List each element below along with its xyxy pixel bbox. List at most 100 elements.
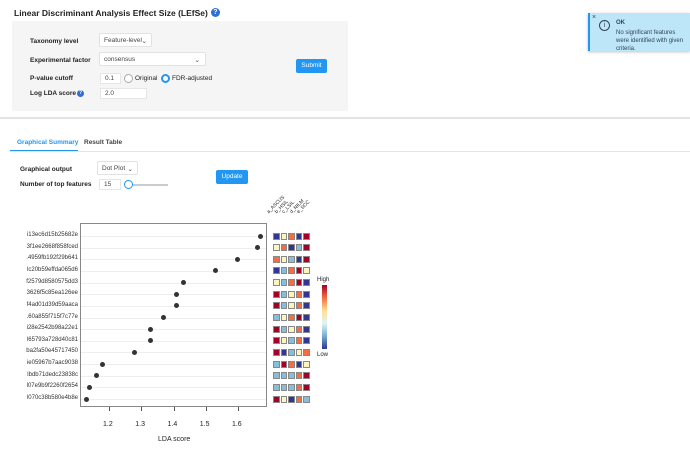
grid-line xyxy=(81,340,266,342)
data-point xyxy=(254,245,260,251)
divider xyxy=(0,117,690,119)
lda-input[interactable]: 2.0 xyxy=(100,88,147,99)
x-tick xyxy=(237,407,239,411)
heatmap-cell xyxy=(273,267,280,275)
heatmap-cell xyxy=(303,383,310,391)
grid-line xyxy=(81,259,266,261)
legend-high: High xyxy=(317,277,330,283)
heatmap-cell xyxy=(303,279,310,287)
heatmap-cell xyxy=(288,232,295,240)
help-icon[interactable]: ? xyxy=(77,90,84,97)
grid-line xyxy=(81,352,266,354)
x-tick xyxy=(205,407,207,411)
factor-select[interactable]: consensus ⌄ xyxy=(99,52,206,66)
output-value: Dot Plot xyxy=(102,165,126,172)
top-features-slider[interactable] xyxy=(125,184,168,186)
radio-original-label: Original xyxy=(135,75,158,82)
heatmap-cell xyxy=(295,232,303,240)
tab-result-table[interactable]: Result Table xyxy=(84,139,123,146)
heatmap-cell xyxy=(288,255,295,263)
heatmap-cell xyxy=(303,232,310,240)
close-icon[interactable]: × xyxy=(592,14,597,21)
heatmap-cell xyxy=(280,279,288,287)
heatmap-cell xyxy=(295,279,303,287)
data-point xyxy=(235,256,241,262)
heatmap-cell xyxy=(280,290,288,298)
heatmap-cell xyxy=(280,302,288,310)
heatmap-cell xyxy=(280,395,288,403)
heatmap-cell xyxy=(295,255,303,263)
taxonomy-label: Taxonomy level xyxy=(30,38,79,45)
feature-label: ie05967b7aac9038 xyxy=(26,360,78,367)
heatmap-cell xyxy=(295,383,303,391)
heatmap-cell xyxy=(273,290,280,298)
tab-graphical-summary[interactable]: Graphical Summary xyxy=(17,139,79,146)
data-point xyxy=(83,396,89,402)
data-point xyxy=(87,384,93,390)
feature-label: 3626f5c85ea126ee xyxy=(26,290,78,297)
heatmap-cell xyxy=(273,255,280,263)
submit-button[interactable]: Submit xyxy=(296,59,327,73)
color-scale-bar xyxy=(322,285,327,349)
feature-label: .60a855f715f7c77e xyxy=(26,313,78,320)
heatmap-cell xyxy=(303,302,310,310)
heatmap-cell xyxy=(303,244,310,252)
top-features-input[interactable]: 15 xyxy=(99,179,121,190)
feature-label: i28e2542b98a22e1 xyxy=(26,325,78,332)
heatmap-cell xyxy=(273,337,280,345)
feature-label: ba2fa50e45717450 xyxy=(26,348,78,355)
heatmap-cell xyxy=(288,244,295,252)
heatmap-cell xyxy=(295,244,303,252)
data-point xyxy=(212,268,218,274)
heatmap-cell xyxy=(288,325,295,333)
heatmap-cell xyxy=(280,232,288,240)
heatmap-cell xyxy=(295,302,303,310)
pvalue-input[interactable]: 0.1 xyxy=(100,73,121,84)
grid-line xyxy=(81,364,266,366)
radio-fdr[interactable] xyxy=(161,74,170,83)
heatmap-cell xyxy=(303,314,310,321)
heatmap-cell xyxy=(303,290,310,298)
output-select[interactable]: Dot Plot ⌄ xyxy=(97,161,138,175)
factor-value: consensus xyxy=(104,56,136,63)
heatmap-cell xyxy=(295,360,303,368)
heatmap-cell xyxy=(273,383,280,391)
heatmap-cell xyxy=(288,348,295,356)
feature-label: lc20b59effda065d6 xyxy=(27,266,78,273)
heatmap-cell xyxy=(288,314,295,321)
heatmap-cell xyxy=(273,244,280,252)
data-point xyxy=(174,303,180,309)
heatmap-cell xyxy=(303,372,310,380)
grid-line xyxy=(81,329,266,331)
heatmap-cell xyxy=(280,360,288,368)
data-point xyxy=(180,280,186,286)
heatmap-cell xyxy=(273,395,280,403)
data-point xyxy=(174,291,180,297)
x-tick-label: 1.6 xyxy=(231,421,242,428)
pvalue-label: P-value cutoff xyxy=(30,75,73,82)
heatmap-cell xyxy=(303,325,310,333)
feature-label: l070c38b580e4b8e xyxy=(26,395,78,401)
x-tick xyxy=(141,407,143,411)
slider-handle[interactable] xyxy=(124,180,133,189)
heatmap-cell xyxy=(280,372,288,380)
info-icon: i xyxy=(599,20,610,31)
grid-line xyxy=(81,305,266,307)
data-point xyxy=(100,361,106,367)
feature-label: f2579d8580575dd3 xyxy=(26,278,78,285)
taxonomy-select[interactable]: Feature-level ⌄ xyxy=(99,33,152,47)
grid-line xyxy=(81,317,266,319)
radio-original[interactable] xyxy=(124,74,133,83)
x-tick xyxy=(109,407,111,411)
heatmap-cell xyxy=(273,348,280,356)
toast-title: OK xyxy=(616,20,625,26)
feature-label: l65793a728d40c81 xyxy=(26,336,78,343)
heatmap-cell xyxy=(273,372,280,380)
heatmap-cell xyxy=(303,348,310,356)
help-icon[interactable]: ? xyxy=(210,8,220,17)
chevron-down-icon: ⌄ xyxy=(127,166,133,173)
heatmap-cell xyxy=(280,337,288,345)
heatmap-cell xyxy=(295,372,303,380)
grid-line xyxy=(81,294,266,296)
update-button[interactable]: Update xyxy=(216,170,248,184)
